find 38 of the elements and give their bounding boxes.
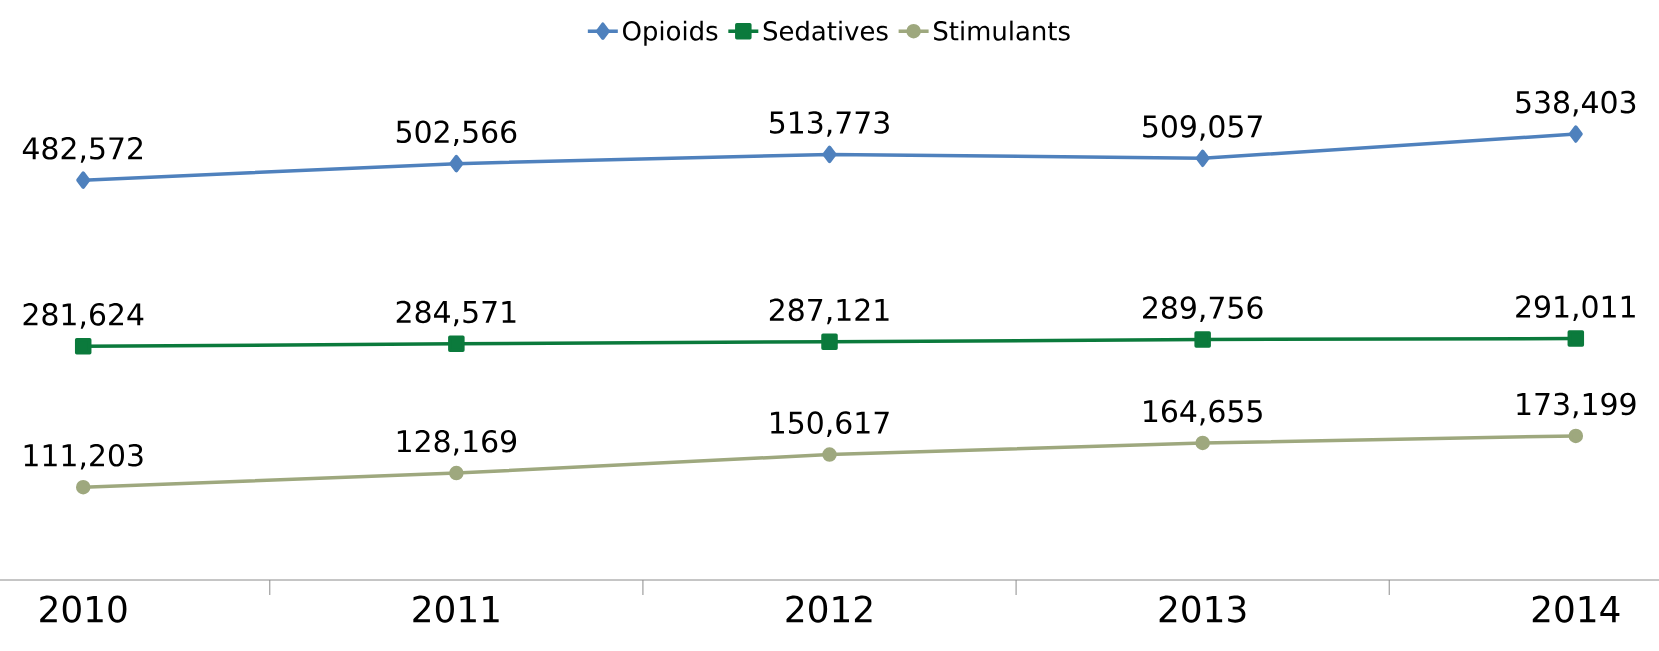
data-label: 289,756 — [1143, 296, 1263, 323]
point — [1195, 435, 1210, 451]
x-tick-label: 2014 — [1532, 595, 1620, 623]
point — [1567, 330, 1585, 347]
data-label: 502,566 — [396, 120, 517, 147]
point — [822, 447, 837, 462]
point — [76, 171, 91, 189]
data-label: 111,203 — [24, 443, 143, 470]
legend-label: Opioids — [623, 20, 718, 46]
data-label: 291,011 — [1516, 295, 1635, 321]
data-label: 284,571 — [396, 300, 516, 327]
data-label: 509,057 — [1143, 115, 1262, 141]
legend-label: Stimulants — [934, 20, 1070, 41]
data-label: 281,624 — [23, 303, 144, 329]
data-label: 164,655 — [1144, 399, 1262, 426]
point — [1568, 125, 1583, 143]
point — [449, 465, 464, 481]
data-label: 128,169 — [397, 429, 517, 456]
legend-label: Sedatives — [763, 20, 888, 41]
point — [822, 145, 837, 164]
point — [1194, 331, 1211, 348]
x-tick-label: 2010 — [40, 595, 127, 623]
point — [448, 335, 465, 353]
point — [1568, 428, 1584, 444]
point — [74, 338, 92, 355]
data-label: 538,403 — [1516, 90, 1636, 117]
point — [75, 479, 91, 495]
x-tick-label: 2013 — [1159, 595, 1246, 623]
data-label: 173,199 — [1517, 392, 1636, 419]
point — [821, 333, 838, 350]
data-label: 482,572 — [22, 136, 142, 163]
data-label: 287,121 — [769, 298, 889, 325]
data-label: 513,773 — [770, 111, 889, 137]
point — [1195, 149, 1210, 168]
x-tick-label: 2012 — [786, 595, 872, 623]
point — [449, 154, 464, 173]
data-label: 150,617 — [770, 411, 889, 438]
x-tick-label: 2011 — [413, 595, 499, 623]
